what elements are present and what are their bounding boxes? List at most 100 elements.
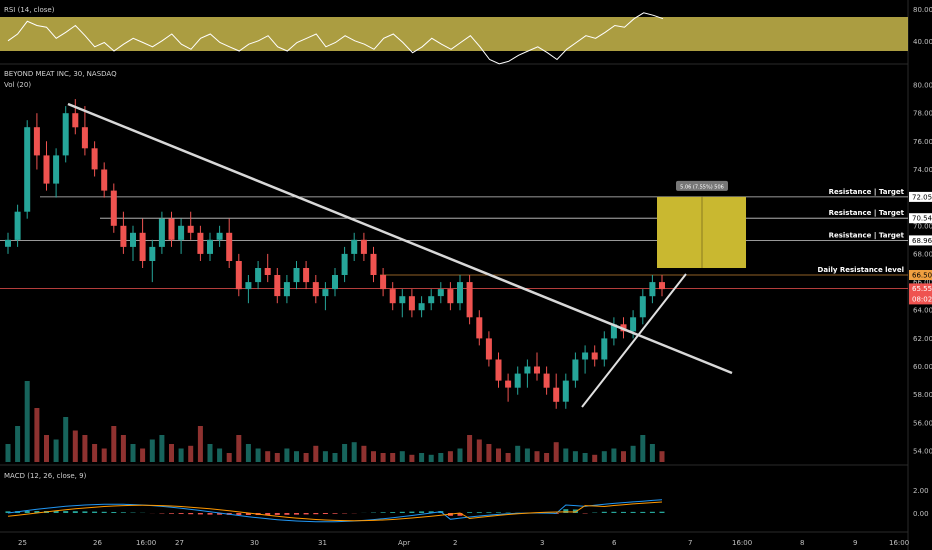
- candle-body: [649, 282, 656, 297]
- volume-bar: [169, 444, 174, 462]
- macd-hist-bar: [82, 511, 88, 513]
- candle-body: [207, 239, 213, 254]
- candle-body: [283, 282, 290, 297]
- time-tick-label: 7: [688, 539, 692, 547]
- macd-hist-bar: [649, 511, 655, 513]
- price-tick-label: 70.00: [913, 222, 932, 230]
- candle-body: [33, 127, 40, 156]
- macd-hist-bar: [111, 512, 117, 513]
- price-tick-label: 80.00: [913, 82, 932, 90]
- volume-bar: [399, 451, 405, 462]
- level-badge-text: 68.96: [912, 237, 932, 245]
- volume-bar: [563, 448, 569, 462]
- volume-bar: [409, 454, 415, 462]
- candle-body: [149, 246, 156, 261]
- volume-bar: [159, 435, 165, 462]
- macd-hist-bar: [72, 511, 78, 513]
- macd-hist-bar: [611, 511, 617, 513]
- macd-hist-bar: [34, 511, 40, 513]
- volume-bar: [467, 435, 473, 462]
- candle-body: [380, 275, 387, 290]
- macd-hist-bar: [409, 511, 415, 513]
- volume-bar: [332, 453, 338, 462]
- macd-hist-bar: [428, 511, 434, 513]
- time-axis[interactable]: 25 26 16:00 27 30 31 Apr 2 3 6 7 16:00 8 9 16:00: [18, 539, 909, 547]
- volume-bar: [351, 442, 357, 462]
- candle-body: [322, 289, 329, 297]
- volume-bar: [34, 408, 40, 462]
- downtrend-line[interactable]: [67, 102, 733, 375]
- volume-bar: [601, 451, 607, 462]
- price-pane[interactable]: BEYOND MEAT INC, 30, NASDAQ Vol (20) 80.…: [0, 70, 932, 462]
- rsi-pane[interactable]: RSI (14, close) 80.00 40.00: [0, 6, 932, 65]
- candle-body: [543, 373, 550, 388]
- macd-hist-bar: [419, 511, 425, 513]
- candle-body: [466, 282, 473, 318]
- candle-body: [332, 275, 338, 290]
- candle-body: [476, 317, 483, 339]
- volume-bar: [476, 439, 482, 462]
- volume-bar: [101, 448, 107, 462]
- candle-body: [370, 253, 377, 275]
- candle-body: [101, 169, 108, 191]
- uptrend-line[interactable]: [581, 273, 687, 408]
- level-badge-text: 70.54: [912, 215, 932, 223]
- candle-body: [389, 289, 396, 304]
- price-tick-label: 56.00: [913, 419, 932, 427]
- macd-hist-bar: [630, 511, 636, 513]
- volume-bar: [63, 417, 69, 462]
- volume-bar: [544, 453, 550, 462]
- candle-body: [485, 338, 492, 360]
- macd-hist-bar: [313, 513, 319, 515]
- macd-pane[interactable]: MACD (12, 26, close, 9) 2.00 0.00: [4, 472, 929, 523]
- volume-bar: [572, 451, 578, 462]
- price-tick-label: 60.00: [913, 363, 932, 371]
- time-tick-label: 25: [18, 539, 27, 547]
- symbol-label: BEYOND MEAT INC, 30, NASDAQ: [4, 70, 117, 78]
- candle-body: [408, 296, 415, 311]
- volume-bar: [72, 430, 78, 462]
- candle-body: [235, 261, 242, 290]
- volume-bar: [428, 454, 434, 462]
- level-label: Resistance | Target: [829, 231, 905, 240]
- macd-hist-bar: [572, 509, 578, 513]
- candle-body: [216, 232, 223, 240]
- candle-body: [341, 253, 348, 275]
- rsi-tick-80: 80.00: [913, 6, 932, 14]
- volume-bar: [236, 435, 242, 462]
- volume-bar: [342, 444, 348, 462]
- time-tick-label: 26: [93, 539, 102, 547]
- volume-bar: [15, 426, 21, 462]
- rsi-band: [0, 17, 908, 51]
- candles: [5, 99, 665, 409]
- candle-body: [312, 282, 319, 297]
- time-tick-label: 16:00: [732, 539, 752, 547]
- macd-line: [7, 499, 663, 523]
- level-badge: [909, 213, 932, 224]
- volume-bar: [361, 445, 367, 462]
- rsi-tick-40: 40.00: [913, 38, 932, 46]
- level-badge-text: 72.05: [912, 193, 932, 201]
- target-box[interactable]: 5.06 (7.55%) 506: [657, 180, 746, 268]
- volume-bar: [111, 426, 117, 462]
- volume-bar: [553, 442, 559, 462]
- candle-body: [457, 282, 463, 304]
- macd-hist-bar: [188, 513, 194, 515]
- candle-body: [5, 239, 11, 247]
- candle-body: [351, 239, 358, 254]
- candle-body: [630, 317, 637, 332]
- candle-body: [591, 352, 598, 360]
- time-tick-label: 31: [318, 539, 327, 547]
- level-badge: [909, 270, 932, 280]
- macd-hist-bar: [390, 512, 396, 513]
- macd-hist-bar: [399, 511, 405, 513]
- candle-body: [72, 113, 79, 128]
- macd-hist-bar: [601, 511, 607, 513]
- macd-hist-bar: [5, 511, 11, 513]
- volume-bar: [611, 448, 617, 462]
- time-tick-label: 2: [453, 539, 457, 547]
- volume-bar: [313, 445, 319, 462]
- candle-body: [274, 275, 281, 297]
- volume-bar: [294, 451, 299, 462]
